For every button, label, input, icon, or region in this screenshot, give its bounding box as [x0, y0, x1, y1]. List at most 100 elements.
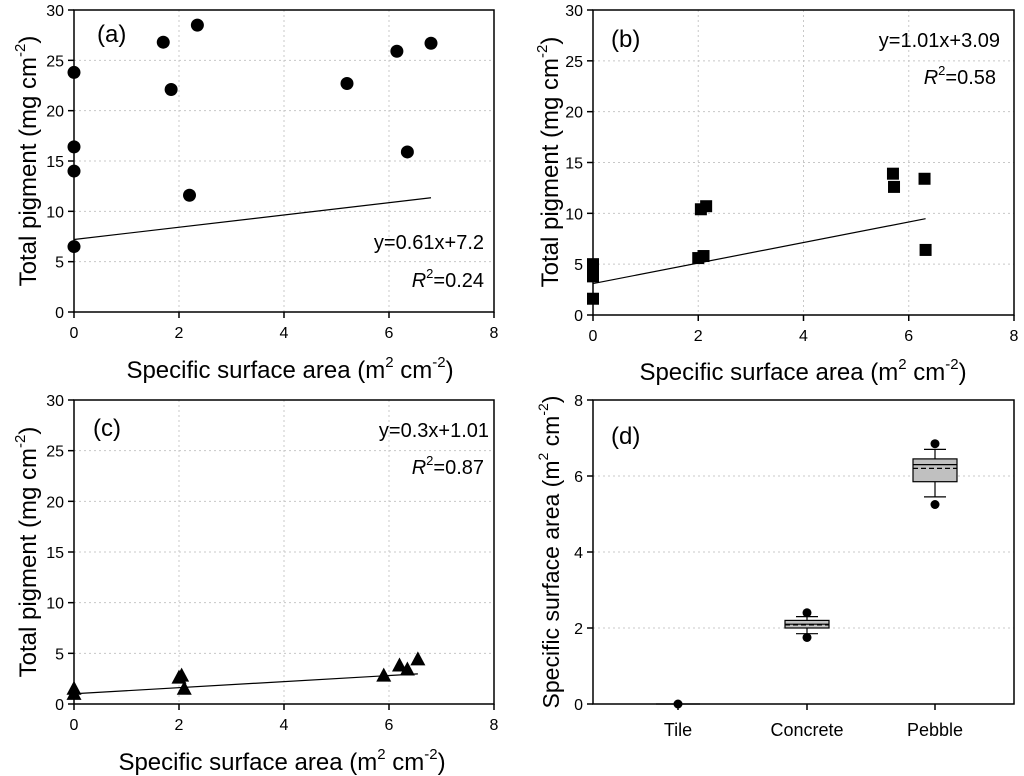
x-label-part: cm — [394, 357, 433, 384]
y-tick-label: 30 — [46, 3, 64, 20]
y-tick-label: 5 — [574, 257, 583, 274]
data-point — [424, 36, 438, 50]
data-point — [340, 76, 354, 90]
x-tick-label: 4 — [799, 328, 808, 345]
y-tick-label: 15 — [46, 154, 64, 171]
x-label-sup: -2 — [432, 354, 445, 371]
data-point — [888, 180, 901, 193]
data-point — [587, 270, 599, 283]
data-point — [67, 164, 81, 178]
x-tick-label: 0 — [70, 717, 79, 734]
r-symbol: R — [412, 457, 426, 479]
y-axis-label: Total pigment (mg cm-2) — [534, 37, 564, 288]
x-label-sup: 2 — [898, 356, 906, 373]
category-label: Pebble — [907, 720, 963, 740]
y-label-sup: -2 — [535, 403, 551, 416]
regression-line — [592, 218, 926, 285]
r-squared-label: R2=0.87 — [412, 453, 484, 479]
data-point — [176, 680, 192, 695]
x-label-sup: 2 — [377, 746, 385, 763]
y-tick-label: 10 — [565, 206, 583, 223]
y-tick-label: 10 — [46, 204, 64, 221]
data-point — [67, 65, 81, 79]
data-point — [697, 250, 710, 263]
x-label-part: ) — [959, 359, 967, 386]
x-tick-label: 2 — [175, 325, 184, 342]
r-superscript: 2 — [938, 63, 945, 78]
r-squared-value: =0.24 — [433, 270, 484, 292]
y-label-part: cm — [538, 416, 564, 453]
y-tick-label: 20 — [46, 494, 64, 511]
data-point — [400, 145, 414, 159]
y-label-part: ) — [15, 36, 42, 44]
r-squared-label: R2=0.58 — [924, 63, 996, 89]
outlier-point — [930, 500, 940, 509]
panel-label: (a) — [97, 21, 126, 48]
y-label-part: Specific surface area (m — [538, 461, 564, 709]
x-tick-label: 4 — [280, 325, 289, 342]
box-concrete — [784, 608, 830, 642]
data-point — [156, 35, 170, 49]
y-label-part: Total pigment (mg cm — [15, 448, 42, 677]
regression-equation: y=0.3x+1.01 — [379, 420, 489, 442]
x-tick-label: 2 — [694, 328, 703, 345]
y-tick-label: 20 — [46, 104, 64, 121]
panel-label: (c) — [93, 415, 121, 442]
y-label-part: ) — [538, 396, 564, 404]
y-tick-label: 2 — [574, 621, 583, 638]
data-point — [392, 657, 407, 672]
y-tick-label: 0 — [574, 308, 583, 325]
y-tick-label: 0 — [55, 305, 64, 322]
r-superscript: 2 — [426, 266, 433, 281]
data-point — [410, 651, 426, 666]
x-axis-label: Specific surface area (m2 cm-2) — [118, 746, 445, 776]
y-axis-label: Specific surface area (m2 cm-2) — [535, 396, 564, 709]
data-point — [918, 172, 931, 185]
x-label-part: Specific surface area (m — [639, 359, 898, 386]
y-tick-label: 6 — [574, 469, 583, 486]
y-tick-label: 0 — [574, 697, 583, 714]
regression-equation: y=1.01x+3.09 — [879, 30, 1000, 52]
x-tick-label: 4 — [280, 717, 289, 734]
x-label-sup: 2 — [385, 354, 393, 371]
y-tick-label: 15 — [46, 545, 64, 562]
category-label: Tile — [664, 720, 692, 740]
data-point — [67, 240, 81, 254]
panel-label: (d) — [611, 423, 640, 450]
panel-d: 0 2 4 6 8 Tile Concrete Pebble Specific surface … — [535, 393, 1015, 740]
data-point — [174, 667, 190, 682]
data-point — [66, 685, 82, 700]
regression-line — [73, 197, 432, 241]
data-point — [886, 167, 899, 180]
y-label-part: ) — [537, 37, 564, 45]
y-tick-label: 30 — [46, 393, 64, 410]
box-tile — [656, 699, 700, 709]
x-tick-label: 2 — [175, 717, 184, 734]
y-label-sup: 2 — [535, 453, 551, 461]
x-label-part: Specific surface area (m — [126, 357, 385, 384]
x-tick-label: 0 — [70, 325, 79, 342]
y-axis-label: Total pigment (mg cm-2) — [12, 36, 42, 287]
y-label-part: Total pigment (mg cm — [15, 57, 42, 286]
regression-line — [73, 673, 418, 695]
y-label-sup: -2 — [534, 45, 551, 58]
x-label-part: ) — [446, 357, 454, 384]
x-tick-label: 6 — [904, 328, 913, 345]
r-squared-label: R2=0.24 — [412, 266, 484, 292]
outlier-point — [673, 699, 683, 709]
y-label-part: Total pigment (mg cm — [537, 58, 564, 287]
y-tick-label: 25 — [565, 54, 583, 71]
y-tick-label: 4 — [574, 545, 583, 562]
y-tick-label: 0 — [55, 697, 64, 714]
data-point — [376, 667, 392, 682]
y-tick-label: 20 — [565, 105, 583, 122]
r-squared-value: =0.87 — [433, 457, 484, 479]
x-axis-label: Specific surface area (m2 cm-2) — [126, 354, 453, 384]
y-tick-label: 15 — [565, 156, 583, 173]
y-label-part: ) — [15, 427, 42, 435]
data-point — [919, 243, 932, 256]
category-label: Concrete — [770, 720, 843, 740]
